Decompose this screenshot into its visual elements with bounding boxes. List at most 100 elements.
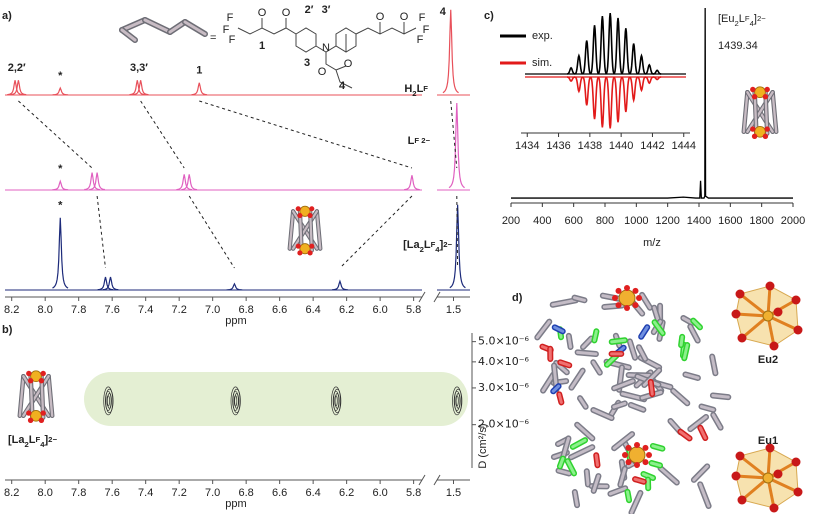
band — [84, 372, 468, 426]
oxygen — [26, 410, 32, 416]
y-tick-label: 4.0×10⁻⁶ — [478, 355, 530, 368]
x-tick-label: 1440 — [609, 140, 633, 152]
coordination-bond — [741, 476, 769, 502]
contour-line — [103, 386, 114, 416]
x-tick-label: 8.2 — [4, 487, 19, 499]
bond-hi — [681, 316, 694, 325]
oxygen — [750, 126, 756, 132]
bond-hi — [633, 477, 646, 484]
atom-label: O — [282, 7, 291, 19]
axis-break — [418, 474, 426, 486]
oxygen — [735, 289, 745, 299]
annotation-label-part: ] — [754, 13, 757, 25]
bond-hi — [551, 384, 561, 393]
x-tick-label: 1.5 — [446, 304, 461, 316]
x-tick-label: 6.6 — [272, 487, 287, 499]
bond-hi — [692, 464, 709, 482]
oxygen — [622, 452, 628, 458]
contour-line — [455, 393, 461, 409]
oxygen — [769, 341, 779, 351]
coordination-polyhedron — [731, 443, 803, 513]
atom-label: N — [322, 42, 330, 54]
oxygen — [764, 126, 770, 132]
shift-connector — [96, 195, 106, 269]
x-tick-label: 1800 — [749, 215, 773, 227]
x-axis-label: m/z — [643, 237, 661, 249]
x-axis-label: ppm — [225, 498, 246, 510]
axis-break — [418, 291, 426, 303]
oxygen — [765, 281, 775, 291]
europium — [618, 289, 636, 307]
cage-rod-hi — [742, 91, 749, 133]
cage-rod-hi — [168, 20, 187, 34]
oxygen — [624, 305, 630, 311]
oxygen — [731, 309, 741, 319]
atom-label: F — [223, 24, 230, 36]
isotope-peak — [566, 76, 576, 83]
bond-hi — [688, 325, 700, 343]
oxygen — [615, 287, 622, 294]
x-tick-label: 7.8 — [71, 304, 86, 316]
oxygen — [737, 333, 747, 343]
oxygen — [765, 443, 775, 453]
europium — [762, 472, 774, 484]
peak-label: 4 — [440, 6, 447, 18]
bond-hi — [592, 474, 600, 493]
shift-connector — [140, 100, 185, 169]
contour-line — [104, 390, 112, 411]
isotope-peak — [613, 76, 623, 123]
panel-label: c) — [484, 10, 494, 22]
oxygen — [309, 206, 315, 212]
contour-line — [106, 395, 110, 407]
atom-label: F — [417, 34, 424, 46]
contour-line — [331, 386, 341, 416]
contour-line — [234, 393, 240, 409]
panel-label: a) — [2, 10, 12, 22]
series-name-part: F 2− — [414, 136, 430, 145]
bond-hi — [551, 298, 578, 307]
shift-connector — [188, 195, 235, 269]
isotope-peak — [653, 69, 662, 75]
bond-hi — [581, 337, 593, 349]
bond-hi — [569, 369, 585, 390]
bond-hi — [653, 320, 665, 335]
oxygen — [735, 451, 745, 461]
contour-line — [452, 386, 462, 416]
contour-line — [455, 395, 459, 407]
contour-line — [233, 395, 238, 407]
metal — [30, 370, 42, 383]
isotope-peak — [653, 76, 662, 81]
peak-label: 2,2′ — [8, 62, 26, 74]
bond-hi — [625, 490, 631, 502]
x-tick-label: 1434 — [515, 140, 539, 152]
bond-hi — [557, 392, 563, 404]
bond-hi — [571, 438, 587, 449]
annotation-label-part: 2− — [757, 14, 766, 23]
locant: 4 — [339, 80, 346, 92]
bond-hi — [585, 469, 590, 486]
x-tick-label: 7.2 — [172, 304, 187, 316]
x-tick-label: 7.8 — [71, 487, 86, 499]
bond-hi — [711, 393, 730, 399]
peak — [332, 279, 348, 291]
x-tick-label: 1436 — [546, 140, 570, 152]
atom-label: O — [376, 11, 385, 23]
atom-label: F — [229, 34, 236, 46]
contour-line — [453, 390, 461, 411]
x-tick-label: 6.6 — [272, 304, 287, 316]
isotope-peak — [574, 53, 584, 75]
series-name-part: 4 — [435, 245, 440, 254]
isotope-peak — [597, 16, 608, 75]
x-tick-label: 1600 — [718, 215, 742, 227]
oxygen — [632, 302, 639, 309]
axis-break — [433, 474, 441, 486]
bond-hi — [569, 445, 594, 459]
isotope-peak — [589, 25, 600, 75]
peak — [129, 80, 146, 96]
peak — [226, 282, 243, 291]
bond-hi — [682, 343, 689, 360]
coordination-bond — [739, 292, 769, 318]
x-tick-label: 1200 — [655, 215, 679, 227]
panel-label: b) — [2, 324, 13, 336]
